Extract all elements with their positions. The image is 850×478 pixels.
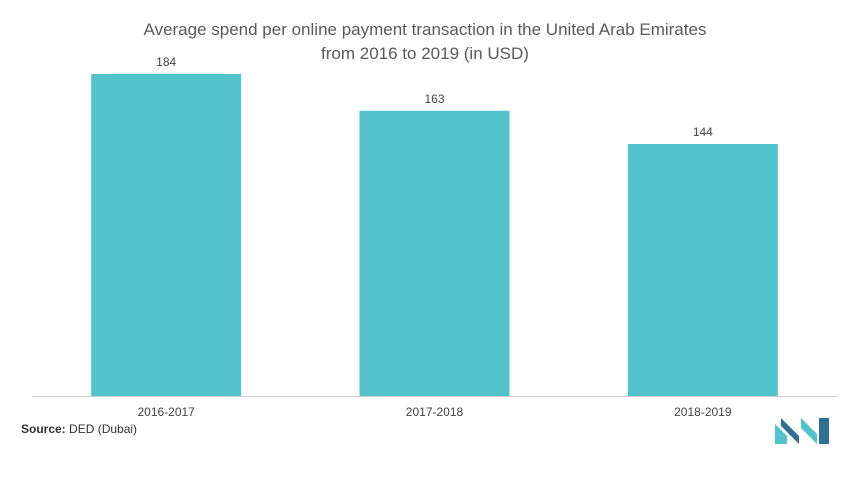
chart-title-line-2: from 2016 to 2019 (in USD) [321,44,529,63]
data-label-2016-2017: 184 [156,55,176,69]
bars-layer [91,74,778,396]
source-label: Source: [21,422,66,436]
x-tick-label-2016-2017: 2016-2017 [137,405,195,419]
chart-title: Average spend per online payment transac… [0,18,850,66]
bar-2016-2017 [91,74,242,396]
x-tick-label-2017-2018: 2017-2018 [406,405,464,419]
bar-2017-2018 [359,110,510,396]
labels-layer: 184 2016-2017 163 2017-2018 144 2018-2019 [137,55,731,419]
data-label-2018-2019: 144 [693,125,713,139]
chart-title-line-1: Average spend per online payment transac… [143,20,707,39]
data-label-2017-2018: 163 [424,92,444,106]
mordor-logo-icon [775,418,829,444]
x-tick-label-2018-2019: 2018-2019 [674,405,732,419]
bar-2018-2019 [627,144,778,396]
source-note: Source: DED (Dubai) [21,422,137,436]
source-text: DED (Dubai) [65,422,138,436]
